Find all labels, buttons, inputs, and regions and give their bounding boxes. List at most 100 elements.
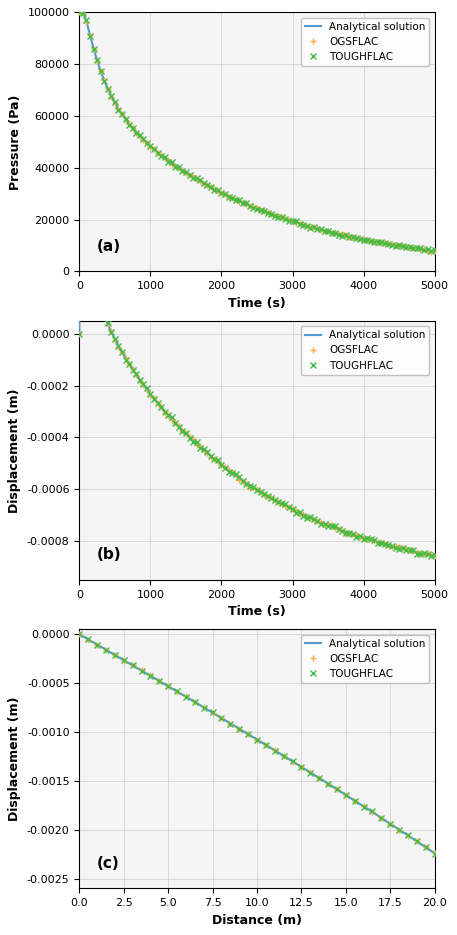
Analytical solution (432, 848, 437, 859)
Analytical solution (119, 654, 125, 665)
OGSFLAC (370, 806, 375, 817)
Analytical solution (333, 783, 339, 794)
TOUGHFLAC (428, 550, 434, 561)
TOUGHFLAC (77, 7, 82, 18)
OGSFLAC (308, 767, 313, 778)
OGSFLAC (281, 751, 287, 762)
TOUGHFLAC (169, 411, 175, 423)
TOUGHFLAC (352, 796, 357, 807)
TOUGHFLAC (148, 670, 153, 682)
OGSFLAC (347, 527, 352, 539)
OGSFLAC (85, 634, 91, 645)
OGSFLAC (77, 328, 82, 339)
Line: Analytical solution: Analytical solution (80, 241, 435, 555)
TOUGHFLAC (308, 767, 313, 778)
OGSFLAC (432, 246, 437, 257)
Line: OGSFLAC: OGSFLAC (76, 248, 438, 559)
OGSFLAC (325, 225, 331, 237)
TOUGHFLAC (174, 685, 180, 697)
TOUGHFLAC (432, 848, 437, 859)
Analytical solution (165, 409, 170, 420)
TOUGHFLAC (254, 735, 260, 746)
OGSFLAC (157, 675, 162, 686)
OGSFLAC (210, 707, 215, 718)
X-axis label: Distance (m): Distance (m) (212, 913, 302, 927)
TOUGHFLAC (361, 801, 367, 813)
OGSFLAC (77, 628, 82, 640)
Analytical solution (77, 628, 82, 640)
OGSFLAC (361, 800, 367, 812)
OGSFLAC (148, 669, 153, 681)
TOUGHFLAC (95, 639, 100, 650)
TOUGHFLAC (343, 229, 349, 240)
TOUGHFLAC (347, 527, 352, 539)
OGSFLAC (414, 836, 420, 847)
TOUGHFLAC (219, 712, 224, 724)
OGSFLAC (237, 723, 242, 734)
Text: (a): (a) (97, 238, 121, 253)
Line: OGSFLAC: OGSFLAC (76, 631, 438, 856)
OGSFLAC (103, 644, 109, 655)
OGSFLAC (183, 690, 189, 701)
OGSFLAC (244, 479, 249, 490)
Analytical solution (179, 165, 185, 176)
TOUGHFLAC (281, 751, 287, 762)
OGSFLAC (80, 245, 85, 256)
Analytical solution (218, 712, 223, 723)
OGSFLAC (272, 744, 277, 755)
OGSFLAC (343, 230, 349, 241)
OGSFLAC (139, 665, 144, 676)
OGSFLAC (290, 215, 295, 226)
Legend: Analytical solution, OGSFLAC, TOUGHFLAC: Analytical solution, OGSFLAC, TOUGHFLAC (301, 326, 430, 375)
Y-axis label: Pressure (Pa): Pressure (Pa) (9, 94, 22, 190)
TOUGHFLAC (112, 649, 117, 660)
TOUGHFLAC (244, 478, 249, 489)
OGSFLAC (293, 505, 299, 516)
Analytical solution (372, 536, 377, 547)
OGSFLAC (240, 196, 245, 208)
TOUGHFLAC (103, 644, 109, 655)
TOUGHFLAC (201, 702, 207, 713)
TOUGHFLAC (299, 762, 304, 773)
TOUGHFLAC (245, 728, 251, 740)
TOUGHFLAC (263, 740, 269, 751)
OGSFLAC (95, 640, 100, 651)
TOUGHFLAC (183, 692, 189, 703)
Analytical solution (77, 328, 82, 339)
OGSFLAC (101, 74, 107, 85)
TOUGHFLAC (290, 755, 295, 767)
OGSFLAC (174, 686, 180, 698)
TOUGHFLAC (414, 836, 420, 847)
TOUGHFLAC (210, 707, 215, 718)
Line: Analytical solution: Analytical solution (80, 634, 435, 854)
Analytical solution (309, 222, 315, 233)
TOUGHFLAC (139, 665, 144, 676)
TOUGHFLAC (343, 790, 349, 801)
TOUGHFLAC (290, 215, 295, 226)
TOUGHFLAC (101, 75, 107, 86)
Legend: Analytical solution, OGSFLAC, TOUGHFLAC: Analytical solution, OGSFLAC, TOUGHFLAC (301, 635, 430, 683)
Text: (c): (c) (97, 856, 120, 870)
OGSFLAC (228, 718, 233, 729)
Analytical solution (300, 762, 306, 773)
TOUGHFLAC (192, 697, 197, 708)
TOUGHFLAC (130, 659, 135, 670)
Analytical solution (192, 697, 198, 708)
OGSFLAC (299, 761, 304, 772)
TOUGHFLAC (105, 318, 111, 329)
TOUGHFLAC (388, 818, 393, 829)
TOUGHFLAC (85, 634, 91, 645)
OGSFLAC (334, 784, 340, 795)
Y-axis label: Displacement (m): Displacement (m) (8, 388, 21, 512)
OGSFLAC (432, 847, 437, 858)
OGSFLAC (396, 824, 402, 835)
TOUGHFLAC (316, 772, 322, 784)
OGSFLAC (165, 155, 171, 166)
OGSFLAC (290, 755, 295, 767)
Analytical solution (432, 245, 437, 256)
TOUGHFLAC (432, 549, 437, 560)
Line: TOUGHFLAC: TOUGHFLAC (76, 249, 438, 558)
TOUGHFLAC (293, 507, 299, 518)
Legend: Analytical solution, OGSFLAC, TOUGHFLAC: Analytical solution, OGSFLAC, TOUGHFLAC (301, 18, 430, 66)
OGSFLAC (105, 319, 111, 330)
